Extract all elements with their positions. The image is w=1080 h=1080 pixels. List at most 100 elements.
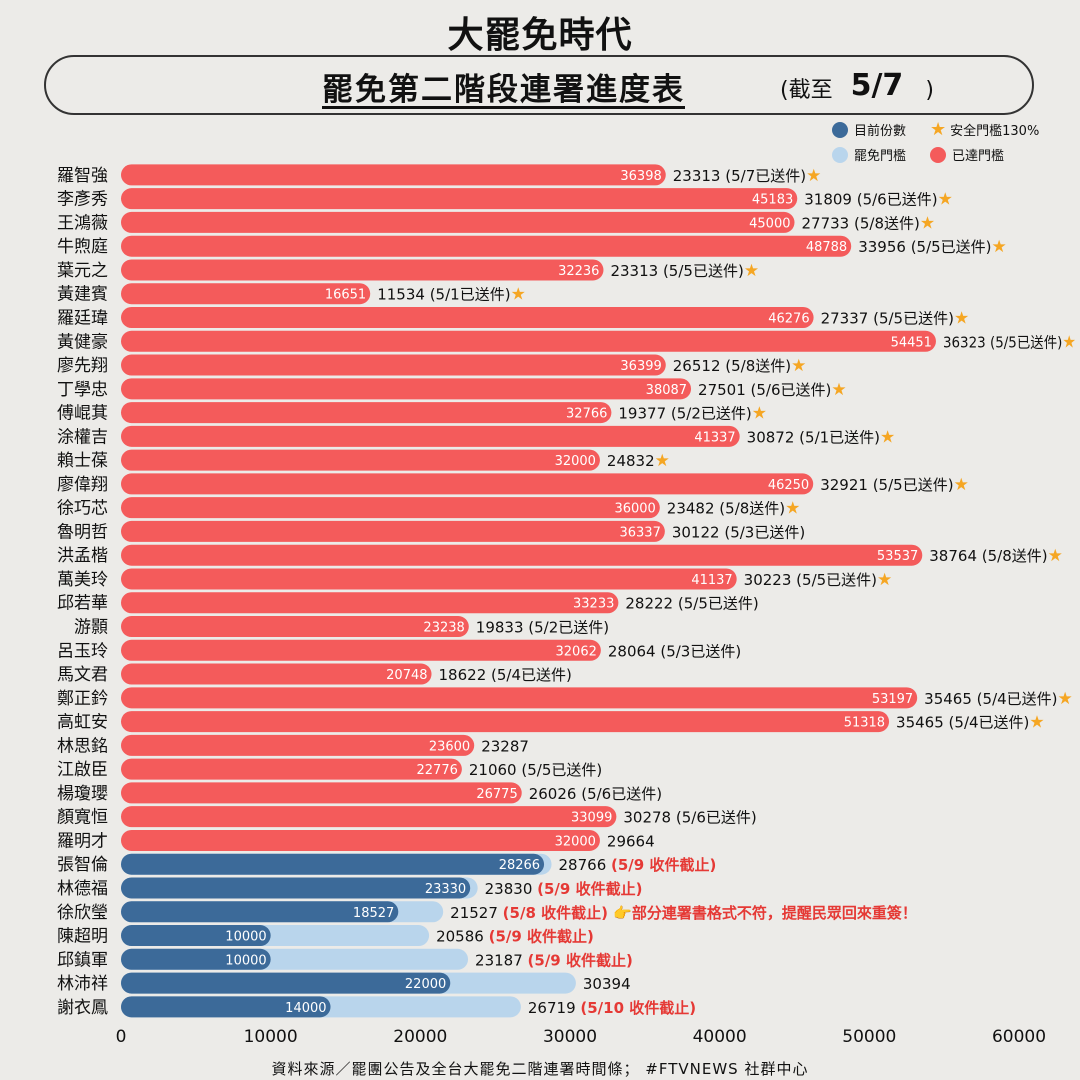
threshold-label: 30394 [583, 975, 631, 993]
candidate-name: 馬文君 [57, 665, 108, 685]
threshold-value: 35465 [896, 714, 949, 732]
bar-value-label: 33099 [571, 811, 612, 826]
bar-current-reached [121, 639, 601, 661]
bar-value-label: 36398 [620, 169, 661, 184]
x-tick-label: 50000 [842, 1027, 896, 1047]
candidate-name: 徐欣瑩 [57, 903, 108, 923]
bar-value-label: 32062 [556, 644, 597, 659]
bar-current-reached [121, 235, 852, 257]
status-note: (5/10 收件截止) [580, 999, 696, 1017]
status-note: (5/8送件) [719, 500, 785, 518]
threshold-value: 23287 [481, 737, 529, 755]
as-of-prefix: (截至 [780, 78, 833, 103]
star-icon: ★ [1058, 689, 1073, 709]
star-icon: ★ [831, 380, 846, 400]
bar-current-reached [121, 497, 660, 519]
threshold-label: 28222 (5/5已送件) [625, 595, 758, 613]
legend-current-swatch [832, 121, 848, 138]
threshold-label: 11534 (5/1已送件)★ [377, 285, 526, 305]
status-note: (5/5已送件) [873, 476, 954, 494]
as-of-suffix: ) [925, 78, 934, 103]
bar-current [121, 925, 271, 947]
threshold-value: 11534 [377, 286, 430, 304]
brand-logo: 大罷免時代 [447, 14, 633, 56]
legend-threshold-swatch [832, 146, 848, 163]
bar-value-label: 32000 [555, 454, 596, 469]
threshold-label: 20586 (5/9 收件截止) [436, 928, 594, 946]
threshold-label: 21527 (5/8 收件截止) 👉部分連署書格式不符，提醒民眾回來重簽！ [450, 904, 917, 922]
bar-value-label: 41337 [694, 430, 735, 445]
status-note: (5/3已送件) [724, 523, 805, 541]
star-icon: ★ [655, 451, 670, 471]
threshold-value: 29664 [607, 832, 655, 850]
threshold-label: 29664 [607, 832, 655, 850]
threshold-value: 32921 [820, 476, 873, 494]
bar-value-label: 22000 [405, 977, 446, 992]
bar-current-reached [121, 663, 432, 685]
candidate-name: 顏寬恒 [57, 808, 108, 828]
bar-value-label: 46250 [768, 478, 809, 493]
threshold-label: 31809 (5/6已送件)★ [804, 190, 953, 210]
threshold-label: 19377 (5/2已送件)★ [618, 404, 767, 424]
status-note: (5/5已送件) [521, 761, 602, 779]
threshold-value: 30872 [747, 428, 800, 446]
bar-value-label: 36000 [614, 502, 655, 517]
status-note: (5/8送件) [725, 357, 791, 375]
candidate-name: 羅智強 [57, 166, 108, 186]
status-note: (5/2已送件) [671, 405, 752, 423]
threshold-label: 26026 (5/6已送件) [529, 785, 662, 803]
threshold-value: 31809 [804, 191, 857, 209]
star-icon: ★ [992, 237, 1007, 257]
bar-value-label: 10000 [225, 930, 266, 945]
star-icon: ★ [938, 190, 953, 210]
legend-reached: 已達門檻 [930, 145, 1004, 164]
candidate-name: 陳超明 [57, 927, 108, 947]
candidate-name: 廖先翔 [57, 356, 108, 376]
threshold-label: 38764 (5/8送件)★ [929, 546, 1063, 566]
status-note: (5/4已送件) [491, 666, 572, 684]
status-note: (5/5已送件) [873, 310, 954, 328]
bar-current-reached [121, 449, 600, 471]
candidate-name: 王鴻薇 [57, 213, 108, 233]
star-icon: ★ [930, 118, 947, 140]
bar-current-reached [121, 711, 890, 733]
bar-value-label: 45183 [752, 193, 793, 208]
candidate-name: 涂權吉 [57, 427, 108, 447]
candidate-name: 羅廷瑋 [57, 309, 108, 329]
threshold-value: 23482 [667, 500, 720, 518]
status-note: (5/8送件) [854, 214, 920, 232]
candidate-name: 邱若華 [57, 594, 108, 614]
candidate-name: 李彥秀 [57, 190, 108, 210]
legend-reached-label: 已達門檻 [952, 149, 1005, 164]
threshold-label: 30872 (5/1已送件)★ [747, 427, 896, 447]
threshold-label: 23830 (5/9 收件截止) [485, 880, 643, 898]
bar-current-reached [121, 687, 918, 709]
bar-value-label: 10000 [225, 953, 266, 968]
threshold-value: 20586 [436, 928, 489, 946]
bar-current-reached [121, 568, 737, 590]
source-footer: 資料來源／罷團公告及全台大罷免二階連署時間條； #FTVNEWS 社群中心 [271, 1060, 809, 1078]
threshold-label: 35465 (5/4已送件)★ [896, 713, 1045, 733]
threshold-label: 26512 (5/8送件)★ [673, 356, 807, 376]
bar-value-label: 53537 [877, 549, 918, 564]
threshold-value: 35465 [924, 690, 977, 708]
star-icon: ★ [752, 404, 767, 424]
bar-current-reached [121, 283, 371, 305]
legend-current-label: 目前份數 [854, 124, 907, 139]
chart-title: 罷免第二階段連署進度表 [322, 72, 685, 108]
bar-value-label: 45000 [749, 216, 790, 231]
candidate-name: 鄭正鈐 [57, 689, 108, 709]
candidate-name: 林思銘 [57, 736, 108, 756]
legend-current: 目前份數 [832, 120, 906, 139]
candidate-name: 楊瓊瓔 [57, 784, 108, 804]
threshold-label: 23287 [481, 737, 529, 755]
x-tick-label: 40000 [693, 1027, 747, 1047]
threshold-label: 27733 (5/8送件)★ [802, 213, 936, 233]
candidate-name: 高虹安 [57, 713, 108, 733]
status-note: (5/4已送件) [977, 690, 1058, 708]
threshold-value: 23313 [610, 262, 663, 280]
bar-current-reached [121, 758, 462, 780]
threshold-value: 26512 [673, 357, 726, 375]
star-icon: ★ [1062, 332, 1076, 352]
candidate-name: 呂玉玲 [57, 641, 108, 661]
